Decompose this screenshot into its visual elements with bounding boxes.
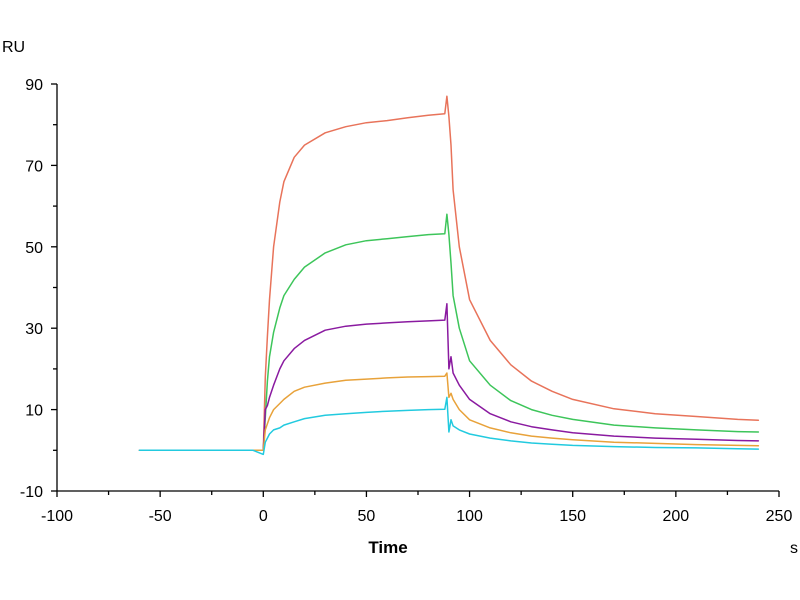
series-line-3	[138, 303, 760, 452]
x-tick-label: 150	[559, 508, 586, 525]
y-tick-label: 10	[25, 403, 43, 420]
x-tick-label: 50	[358, 508, 376, 525]
series-line-5	[138, 396, 760, 456]
x-tick-label: -50	[149, 508, 172, 525]
x-axis-unit: s	[790, 540, 798, 557]
x-axis-label: Time	[368, 538, 407, 557]
y-tick-label: 70	[25, 158, 43, 175]
x-tick-label: 0	[259, 508, 268, 525]
y-tick-label: 30	[25, 321, 43, 338]
x-tick-label: 100	[456, 508, 483, 525]
axes: -10 10 30 50 70 90 -100 -50 0 50 100 150 200 250	[20, 77, 793, 525]
y-tick-label: 50	[25, 240, 43, 257]
x-tick-label: 200	[663, 508, 690, 525]
series-line-2	[138, 213, 760, 452]
series-line-1	[138, 95, 760, 452]
y-tick-label: -10	[20, 484, 43, 501]
y-tick-label: 90	[25, 77, 43, 94]
x-tick-label: 250	[766, 508, 793, 525]
series-group	[138, 95, 760, 456]
series-line-4	[138, 372, 760, 452]
x-tick-label: -100	[41, 508, 73, 525]
y-axis-label: RU	[2, 39, 25, 56]
